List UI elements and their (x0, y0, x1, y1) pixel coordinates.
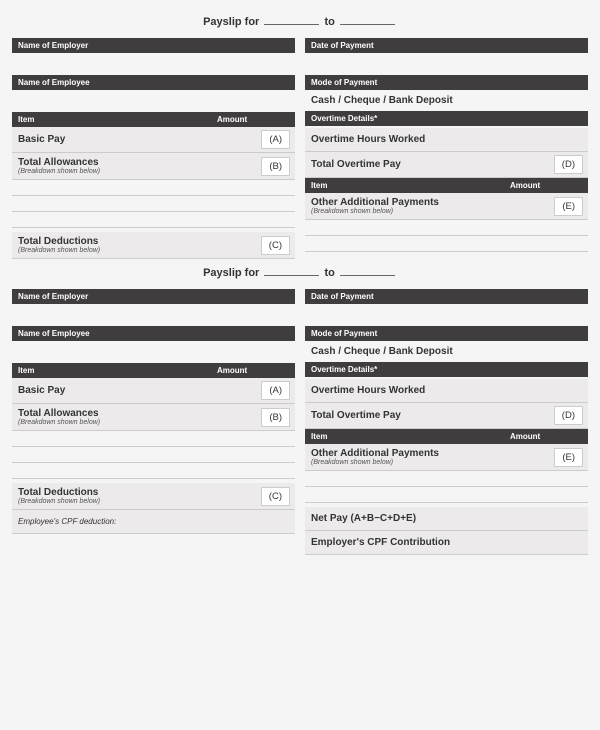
row-total-allowances: Total Allowances (Breakdown shown below)… (12, 404, 295, 431)
col-item: Item (305, 429, 503, 444)
blank-row[interactable] (305, 487, 588, 503)
overtime-hours-label: Overtime Hours Worked (305, 130, 503, 149)
tag-b: (B) (261, 408, 290, 427)
col-item: Item (305, 178, 503, 193)
row-basic-pay: Basic Pay (A) (12, 378, 295, 404)
tag-c: (C) (261, 487, 290, 506)
tag-c: (C) (261, 236, 290, 255)
basic-pay-label: Basic Pay (12, 381, 210, 400)
row-total-overtime-pay: Total Overtime Pay (D) (305, 403, 588, 429)
date-payment-field[interactable] (305, 306, 588, 320)
tag-e: (E) (554, 448, 583, 467)
date-payment-label: Date of Payment (305, 38, 588, 53)
row-total-deductions: Total Deductions (Breakdown shown below)… (12, 232, 295, 259)
payslip-title: Payslip for to (12, 265, 588, 279)
row-total-deductions: Total Deductions (Breakdown shown below)… (12, 483, 295, 510)
item-amount-header-2: Item Amount (305, 429, 588, 444)
employee-label: Name of Employee (12, 326, 295, 341)
payslip-2: Payslip for to Name of Employer Name of … (12, 265, 588, 555)
blank-row[interactable] (305, 471, 588, 487)
blank-row[interactable] (12, 463, 295, 479)
payment-modes: Cash / Cheque / Bank Deposit (305, 343, 588, 362)
date-from-blank[interactable] (264, 265, 319, 276)
row-other-additional: Other Additional Payments (Breakdown sho… (305, 444, 588, 471)
total-overtime-pay-label: Total Overtime Pay (305, 406, 503, 425)
other-additional-label: Other Additional Payments (Breakdown sho… (305, 193, 503, 219)
row-net-pay: Net Pay (A+B−C+D+E) (305, 507, 588, 531)
total-allowances-label: Total Allowances (Breakdown shown below) (12, 404, 210, 430)
employee-label: Name of Employee (12, 75, 295, 90)
tag-b: (B) (261, 157, 290, 176)
basic-pay-label: Basic Pay (12, 130, 210, 149)
payslip-title: Payslip for to (12, 14, 588, 28)
title-prefix: Payslip for (203, 16, 259, 28)
date-payment-label: Date of Payment (305, 289, 588, 304)
row-employer-cpf: Employer's CPF Contribution (305, 531, 588, 555)
title-to: to (324, 16, 334, 28)
col-item: Item (12, 363, 210, 378)
tag-a: (A) (261, 130, 290, 149)
mode-payment-label: Mode of Payment (305, 326, 588, 341)
col-amount: Amount (503, 429, 588, 444)
left-column: Name of Employer Name of Employee Item A… (12, 289, 295, 555)
total-overtime-pay-label: Total Overtime Pay (305, 155, 503, 174)
left-column: Name of Employer Name of Employee Item A… (12, 38, 295, 259)
payslip-1: Payslip for to Name of Employer Name of … (12, 14, 588, 259)
employee-field[interactable] (12, 92, 295, 106)
blank-row[interactable] (12, 180, 295, 196)
col-amount: Amount (210, 363, 295, 378)
col-amount: Amount (503, 178, 588, 193)
tag-e: (E) (554, 197, 583, 216)
item-amount-header: Item Amount (12, 363, 295, 378)
blank-row[interactable] (12, 212, 295, 228)
date-to-blank[interactable] (340, 14, 395, 25)
row-total-overtime-pay: Total Overtime Pay (D) (305, 152, 588, 178)
date-to-blank[interactable] (340, 265, 395, 276)
total-deductions-label: Total Deductions (Breakdown shown below) (12, 483, 210, 509)
blank-row[interactable] (12, 431, 295, 447)
overtime-details-label: Overtime Details* (305, 111, 588, 126)
item-amount-header: Item Amount (12, 112, 295, 127)
title-prefix: Payslip for (203, 267, 259, 279)
employer-cpf-label: Employer's CPF Contribution (305, 533, 503, 552)
col-amount: Amount (210, 112, 295, 127)
row-total-allowances: Total Allowances (Breakdown shown below)… (12, 153, 295, 180)
blank-row[interactable] (305, 220, 588, 236)
payment-modes: Cash / Cheque / Bank Deposit (305, 92, 588, 111)
date-payment-field[interactable] (305, 55, 588, 69)
other-additional-label: Other Additional Payments (Breakdown sho… (305, 444, 503, 470)
employer-field[interactable] (12, 55, 295, 69)
mode-payment-label: Mode of Payment (305, 75, 588, 90)
row-basic-pay: Basic Pay (A) (12, 127, 295, 153)
row-overtime-hours: Overtime Hours Worked (305, 128, 588, 152)
overtime-details-label: Overtime Details* (305, 362, 588, 377)
employer-label: Name of Employer (12, 289, 295, 304)
employer-field[interactable] (12, 306, 295, 320)
employer-label: Name of Employer (12, 38, 295, 53)
blank-row[interactable] (12, 447, 295, 463)
title-to: to (324, 267, 334, 279)
blank-row[interactable] (12, 196, 295, 212)
col-item: Item (12, 112, 210, 127)
net-pay-label: Net Pay (A+B−C+D+E) (305, 509, 503, 528)
tag-a: (A) (261, 381, 290, 400)
row-other-additional: Other Additional Payments (Breakdown sho… (305, 193, 588, 220)
tag-d: (D) (554, 406, 583, 425)
total-allowances-label: Total Allowances (Breakdown shown below) (12, 153, 210, 179)
row-overtime-hours: Overtime Hours Worked (305, 379, 588, 403)
right-column: Date of Payment Mode of Payment Cash / C… (305, 38, 588, 259)
tag-d: (D) (554, 155, 583, 174)
blank-row[interactable] (305, 236, 588, 252)
row-employee-cpf: Employee's CPF deduction: (12, 510, 295, 534)
date-from-blank[interactable] (264, 14, 319, 25)
total-deductions-label: Total Deductions (Breakdown shown below) (12, 232, 210, 258)
overtime-hours-label: Overtime Hours Worked (305, 381, 503, 400)
item-amount-header-2: Item Amount (305, 178, 588, 193)
right-column: Date of Payment Mode of Payment Cash / C… (305, 289, 588, 555)
employee-field[interactable] (12, 343, 295, 357)
employee-cpf-label: Employee's CPF deduction: (12, 513, 210, 530)
